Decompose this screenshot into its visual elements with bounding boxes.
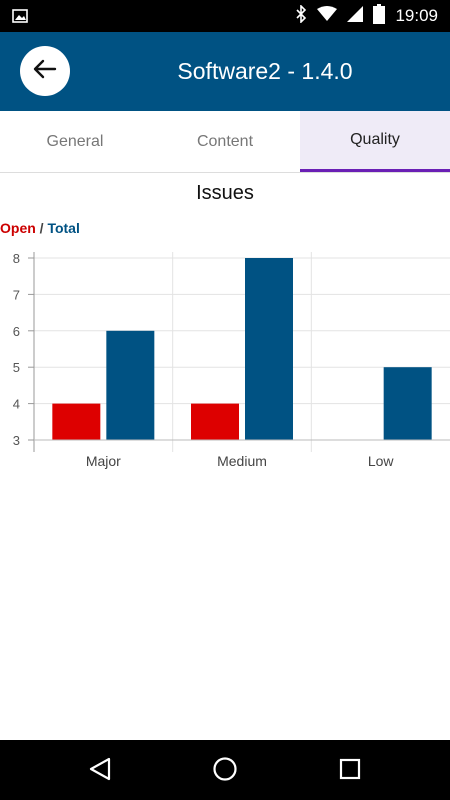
bar-total-low [383, 367, 432, 440]
battery-icon [373, 3, 386, 29]
y-tick-label: 6 [13, 324, 20, 339]
back-triangle-icon[interactable] [87, 756, 113, 787]
issues-chart: 3 4 5 6 7 8 Major Medium Low [13, 251, 450, 469]
bar-total-medium [245, 258, 293, 440]
chart-title: Issues [196, 182, 254, 204]
tab-quality[interactable]: Quality [300, 111, 450, 172]
arrow-left-icon [33, 59, 57, 84]
nav-bar [0, 740, 450, 800]
y-tick-label: 7 [13, 287, 20, 302]
home-circle-icon[interactable] [212, 756, 238, 787]
y-tick-label: 5 [13, 360, 20, 375]
y-tick-label: 4 [13, 397, 20, 412]
image-icon [12, 8, 28, 29]
x-tick-label: Medium [217, 453, 267, 469]
y-tick-label: 3 [13, 433, 20, 448]
legend-open: Open [0, 220, 36, 236]
app-bar: Software2 - 1.4.0 [0, 32, 450, 111]
legend-separator: / [39, 220, 44, 236]
bluetooth-icon [295, 3, 307, 28]
x-tick-label: Major [86, 453, 121, 469]
bar-open-medium [191, 403, 239, 440]
bar-total-major [106, 330, 155, 440]
legend-total: Total [47, 220, 80, 236]
back-button[interactable] [20, 46, 70, 96]
y-tick-label: 8 [13, 251, 20, 266]
cell-signal-icon [347, 5, 364, 27]
recents-square-icon[interactable] [337, 756, 363, 787]
x-tick-label: Low [368, 453, 395, 469]
status-bar: 19:09 [0, 0, 450, 32]
tab-bar: General Content Quality [0, 111, 450, 173]
tab-general[interactable]: General [46, 132, 104, 150]
status-time: 19:09 [395, 6, 438, 25]
page-title: Software2 - 1.4.0 [177, 58, 353, 84]
wifi-icon [317, 5, 338, 27]
chart-legend: Open / Total [0, 220, 80, 236]
tab-content[interactable]: Content [196, 132, 254, 150]
bar-open-major [52, 403, 101, 440]
